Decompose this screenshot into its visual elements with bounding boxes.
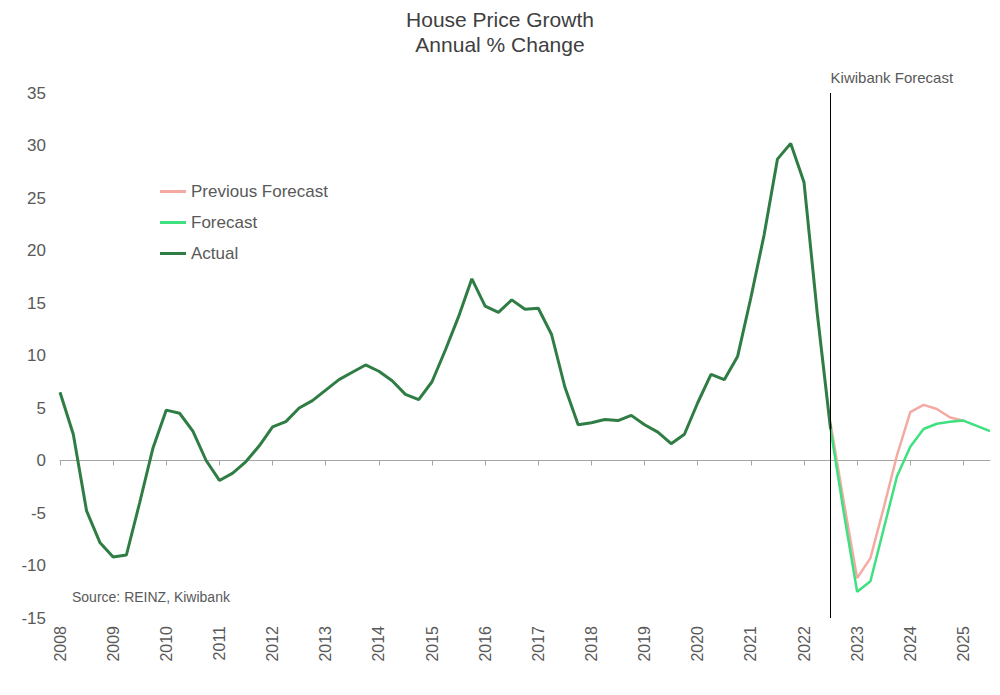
svg-text:Forecast: Forecast (191, 213, 257, 232)
svg-text:2017: 2017 (530, 626, 547, 662)
svg-text:5: 5 (37, 399, 46, 418)
svg-text:2025: 2025 (955, 626, 972, 662)
svg-text:Previous Forecast: Previous Forecast (191, 182, 328, 201)
svg-text:2009: 2009 (105, 626, 122, 662)
svg-text:2011: 2011 (211, 626, 228, 661)
svg-text:25: 25 (27, 189, 46, 208)
svg-text:2021: 2021 (742, 626, 759, 662)
svg-text:30: 30 (27, 136, 46, 155)
svg-text:2010: 2010 (158, 626, 175, 662)
svg-text:Kiwibank Forecast: Kiwibank Forecast (831, 69, 954, 86)
svg-text:2015: 2015 (424, 626, 441, 662)
svg-text:2016: 2016 (477, 626, 494, 662)
svg-text:2024: 2024 (902, 626, 919, 662)
svg-text:2023: 2023 (849, 626, 866, 662)
svg-text:2013: 2013 (317, 626, 334, 662)
svg-text:-15: -15 (21, 609, 46, 628)
svg-text:2008: 2008 (52, 626, 69, 662)
svg-text:15: 15 (27, 294, 46, 313)
svg-text:-10: -10 (21, 556, 46, 575)
svg-text:20: 20 (27, 241, 46, 260)
svg-text:House Price Growth: House Price Growth (406, 8, 594, 31)
svg-text:2014: 2014 (370, 626, 387, 662)
svg-text:2019: 2019 (636, 626, 653, 662)
svg-text:2020: 2020 (689, 626, 706, 662)
svg-text:2012: 2012 (264, 626, 281, 662)
svg-text:2018: 2018 (583, 626, 600, 662)
svg-text:Annual % Change: Annual % Change (415, 33, 584, 56)
svg-text:2022: 2022 (796, 626, 813, 662)
svg-text:Source: REINZ, Kiwibank: Source: REINZ, Kiwibank (72, 589, 231, 605)
svg-text:-5: -5 (31, 504, 46, 523)
svg-text:0: 0 (37, 451, 46, 470)
svg-text:35: 35 (27, 84, 46, 103)
svg-text:10: 10 (27, 346, 46, 365)
svg-text:Actual: Actual (191, 244, 238, 263)
